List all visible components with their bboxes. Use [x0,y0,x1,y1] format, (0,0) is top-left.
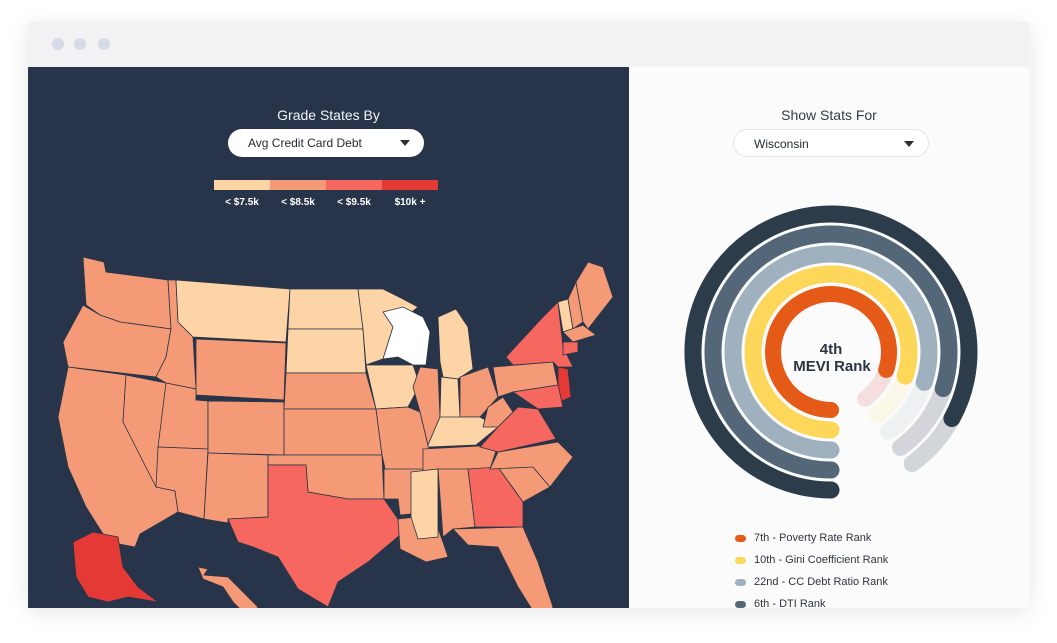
state-west-virginia[interactable] [482,396,514,428]
stats-legend-label: 7th - Poverty Rate Rank [754,532,872,544]
legend-swatch [382,180,438,190]
legend-label: < $9.5k [337,197,371,208]
show-stats-heading: Show Stats For [781,107,877,123]
ring-arc [765,286,898,418]
state-north-dakota[interactable] [287,288,364,330]
legend-marker [735,601,746,608]
state-new-york[interactable] [505,301,574,368]
mevi-rank-chart: 4th MEVI Rank [684,205,978,499]
metric-dropdown[interactable]: Avg Credit Card Debt [228,129,424,157]
state-hawaii[interactable] [197,566,259,608]
legend-label: < $8.5k [281,197,315,208]
state-montana[interactable] [175,279,291,343]
legend-marker [735,579,746,586]
browser-window: Grade States By Avg Credit Card Debt < $… [28,22,1029,608]
legend-marker [735,557,746,564]
metric-dropdown-value: Avg Credit Card Debt [248,136,362,150]
state-michigan[interactable] [437,308,474,380]
ring-arc [724,245,938,459]
window-titlebar [28,22,1029,67]
chevron-down-icon [400,140,410,146]
us-map [57,256,614,608]
state-connecticut[interactable] [562,341,579,356]
window-dot-2 [74,38,86,50]
legend-swatch [326,180,382,190]
state-iowa[interactable] [365,364,421,410]
state-wyoming[interactable] [195,338,287,401]
state-south-dakota[interactable] [285,328,367,374]
legend-swatch [270,180,326,190]
window-dot-1 [52,38,64,50]
state-maine[interactable] [575,261,614,330]
chevron-down-icon [904,141,914,147]
state-dropdown[interactable]: Wisconsin [733,129,929,157]
state-maryland[interactable] [511,384,564,410]
legend-label: $10k + [394,197,426,208]
ring-arc [744,265,918,439]
state-indiana[interactable] [439,376,461,423]
state-alabama[interactable] [437,468,476,538]
legend-swatch [214,180,270,190]
state-colorado[interactable] [207,400,285,456]
stats-legend-label: 6th - DTI Rank [754,598,826,608]
state-kansas[interactable] [283,408,383,456]
state-mississippi[interactable] [410,468,439,540]
stats-legend-label: 10th - Gini Coefficient Rank [754,554,889,566]
state-massachusetts[interactable] [562,324,597,343]
state-alaska[interactable] [72,531,159,603]
grade-states-heading: Grade States By [277,107,380,123]
legend-marker [735,535,746,542]
mevi-rank-label: MEVI Rank [793,358,871,375]
window-dot-3 [98,38,110,50]
mevi-rank-value: 4th [820,341,843,358]
stats-panel: Show Stats For Wisconsin 4th MEVI Rank 7… [629,67,1029,608]
state-dropdown-value: Wisconsin [754,137,809,151]
stats-legend-label: 22nd - CC Debt Ratio Rank [754,576,888,588]
ring-arc [684,205,978,499]
state-wisconsin[interactable] [382,306,431,366]
state-nebraska[interactable] [283,372,377,410]
ring-arc [704,225,958,479]
state-new-mexico[interactable] [203,452,269,524]
legend-label: < $7.5k [225,197,259,208]
state-new-jersey[interactable] [557,366,572,403]
map-panel: Grade States By Avg Credit Card Debt < $… [28,67,629,608]
state-florida[interactable] [452,526,554,608]
